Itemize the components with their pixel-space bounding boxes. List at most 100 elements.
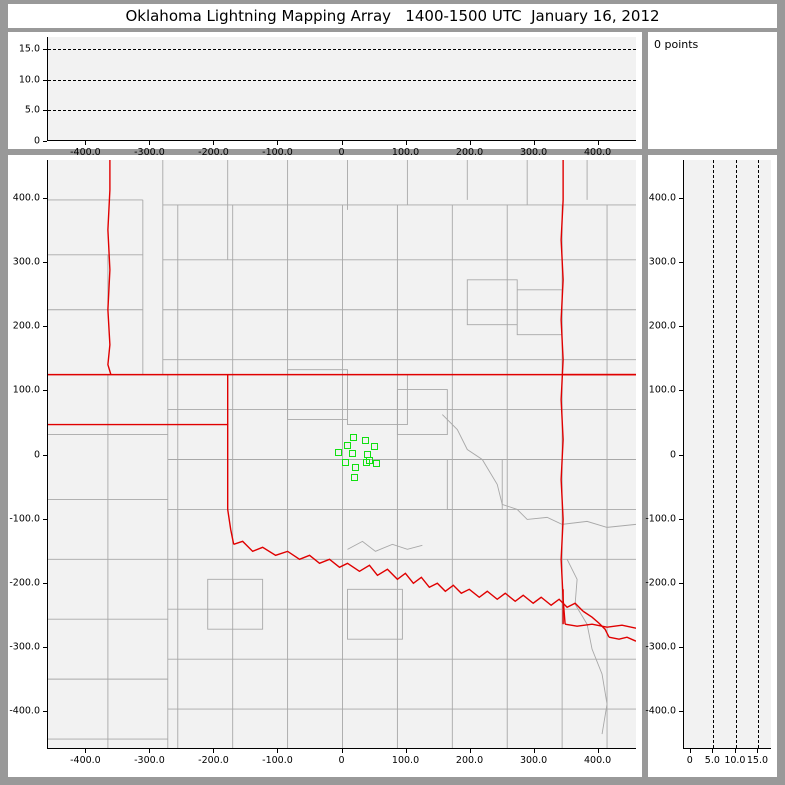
lightning-source-marker bbox=[373, 459, 381, 467]
x-tickmark bbox=[597, 141, 599, 145]
y-tickmark bbox=[43, 262, 47, 264]
x-tickmark bbox=[149, 141, 151, 145]
x-tick-label: 400.0 bbox=[583, 147, 612, 158]
y-tickmark bbox=[679, 454, 683, 456]
y-tickmark bbox=[679, 582, 683, 584]
y-tickmark bbox=[43, 141, 47, 142]
y-tick-label: 400.0 bbox=[12, 192, 40, 204]
height-profile-panel: 0 5.0 10.0 15.0 400.0 300.0 200.0 100.0 0 -100.0 -… bbox=[645, 155, 777, 777]
x-tickmark bbox=[689, 749, 691, 753]
y-tickmark bbox=[43, 110, 47, 112]
x-tickmark bbox=[533, 141, 535, 145]
x-tickmark bbox=[405, 749, 407, 753]
y-tickmark bbox=[43, 518, 47, 520]
x-tick-label: 0 bbox=[686, 755, 693, 766]
x-tickmark bbox=[734, 749, 736, 753]
y-tickmark bbox=[43, 198, 47, 200]
x-tickmark bbox=[597, 749, 599, 753]
x-tick-label: 0 bbox=[338, 755, 345, 766]
lightning-source-marker bbox=[335, 449, 343, 457]
x-tickmark bbox=[405, 141, 407, 145]
y-tick-label: 400.0 bbox=[648, 192, 676, 204]
time-height-panel: 0 5.0 10.0 15.0 -400.0 -300.0 -200.0 -100.0 0 100… bbox=[8, 32, 642, 158]
x-tick-label: 300.0 bbox=[519, 147, 548, 158]
x-tick-label: 200.0 bbox=[455, 147, 484, 158]
points-info-panel: 0 points bbox=[648, 32, 777, 149]
x-tick-label: 100.0 bbox=[391, 755, 420, 766]
y-tickmark bbox=[679, 326, 683, 328]
gridline-horizontal bbox=[48, 79, 636, 81]
map-geography bbox=[48, 160, 636, 748]
plan-view-map-panel: 400.0 300.0 200.0 100.0 0 -100.0 -200.0 -300.0 -… bbox=[8, 155, 642, 777]
x-tickmark bbox=[533, 749, 535, 753]
lightning-source-marker bbox=[343, 442, 351, 450]
x-tick-label: 400.0 bbox=[583, 755, 612, 766]
y-tickmark bbox=[679, 518, 683, 520]
y-tick-label: -200.0 bbox=[645, 577, 676, 589]
y-tickmark bbox=[679, 198, 683, 200]
y-tickmark bbox=[679, 710, 683, 712]
lightning-source-marker bbox=[342, 459, 350, 467]
x-tick-label: 5.0 bbox=[704, 755, 720, 766]
title-bar: Oklahoma Lightning Mapping Array 1400-15… bbox=[8, 4, 777, 28]
gridline-horizontal bbox=[48, 110, 636, 112]
y-tick-label: 0 bbox=[33, 135, 40, 147]
x-tick-label: -400.0 bbox=[70, 755, 101, 766]
y-tick-label: 200.0 bbox=[12, 320, 40, 332]
x-tickmark bbox=[712, 749, 714, 753]
y-tickmark bbox=[43, 326, 47, 328]
y-tick-label: 0 bbox=[669, 449, 676, 460]
points-count-label: 0 points bbox=[654, 38, 699, 51]
gridline-vertical bbox=[735, 160, 737, 748]
lightning-source-marker bbox=[352, 463, 360, 471]
x-tick-label: -400.0 bbox=[70, 147, 101, 158]
y-tick-label: -300.0 bbox=[9, 641, 40, 653]
y-tickmark bbox=[43, 49, 47, 51]
page-title: Oklahoma Lightning Mapping Array 1400-15… bbox=[125, 7, 660, 25]
x-tick-label: -200.0 bbox=[198, 147, 229, 158]
x-tickmark bbox=[213, 749, 215, 753]
x-tick-label: -300.0 bbox=[134, 755, 165, 766]
x-tickmark bbox=[85, 749, 87, 753]
x-tickmark bbox=[469, 141, 471, 145]
y-tickmark bbox=[43, 390, 47, 392]
x-tick-label: -100.0 bbox=[262, 755, 293, 766]
x-tick-label: 100.0 bbox=[391, 147, 420, 158]
y-tick-label: -100.0 bbox=[9, 513, 40, 525]
x-tick-label: -200.0 bbox=[198, 755, 229, 766]
y-tick-label: 300.0 bbox=[648, 256, 676, 268]
y-tickmark bbox=[43, 79, 47, 81]
lightning-source-marker bbox=[366, 456, 374, 464]
x-tickmark bbox=[341, 141, 343, 145]
x-tickmark bbox=[85, 141, 87, 145]
x-tickmark bbox=[469, 749, 471, 753]
time-height-plot-area[interactable] bbox=[47, 37, 636, 141]
y-tick-label: 5.0 bbox=[24, 104, 40, 116]
y-tickmark bbox=[43, 582, 47, 584]
x-tickmark bbox=[341, 749, 343, 753]
x-tick-label: 0 bbox=[338, 147, 345, 158]
height-profile-plot-area[interactable] bbox=[683, 160, 771, 749]
y-tick-label: -400.0 bbox=[9, 705, 40, 717]
x-tick-label: 200.0 bbox=[455, 755, 484, 766]
x-tickmark bbox=[277, 141, 279, 145]
x-tick-label: -300.0 bbox=[134, 147, 165, 158]
y-tickmark bbox=[679, 262, 683, 264]
x-tickmark bbox=[757, 749, 759, 753]
lightning-source-marker bbox=[361, 436, 369, 444]
lightning-source-marker bbox=[370, 443, 378, 451]
y-tick-label: -300.0 bbox=[645, 641, 676, 653]
gridline-horizontal bbox=[48, 49, 636, 51]
x-tick-label: -100.0 bbox=[262, 147, 293, 158]
state-boundaries bbox=[48, 160, 636, 642]
y-tick-label: 100.0 bbox=[12, 384, 40, 396]
lightning-source-marker bbox=[350, 434, 358, 442]
x-tick-label: 300.0 bbox=[519, 755, 548, 766]
y-tick-label: -100.0 bbox=[645, 513, 676, 525]
y-tick-label: 0 bbox=[33, 449, 40, 460]
x-tickmark bbox=[277, 749, 279, 753]
lightning-source-marker bbox=[350, 474, 358, 482]
y-tick-label: 15.0 bbox=[18, 43, 40, 55]
lightning-source-marker bbox=[348, 449, 356, 457]
